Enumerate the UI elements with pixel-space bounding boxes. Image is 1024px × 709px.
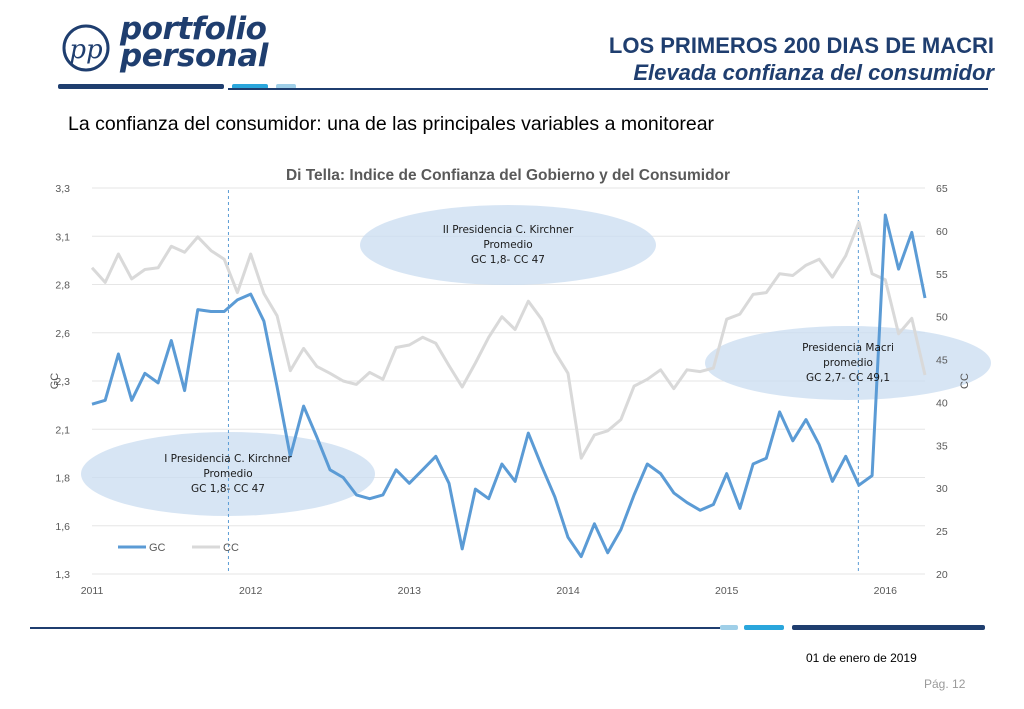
y-left-tick-label: 3,1 xyxy=(55,231,70,243)
annotation-ellipse xyxy=(705,326,991,400)
y-left-tick-label: 2,8 xyxy=(55,280,70,292)
x-tick-label: 2012 xyxy=(239,585,263,597)
company-logo: pp portfolio personal xyxy=(58,14,268,86)
header-bar-light xyxy=(276,84,296,89)
annotation-text: GC 1,8- CC 47 xyxy=(191,483,265,495)
x-tick-label: 2011 xyxy=(81,585,104,597)
logo-monogram: pp xyxy=(69,35,103,65)
y-right-tick-label: 35 xyxy=(936,440,948,452)
y-left-tick-label: 2,3 xyxy=(55,376,70,388)
pp-monogram-icon: pp xyxy=(62,24,110,72)
y-left-tick-label: 1,3 xyxy=(55,569,70,581)
y-right-tick-label: 65 xyxy=(936,183,948,195)
y-left-tick-label: 1,8 xyxy=(55,473,70,485)
x-tick-label: 2016 xyxy=(874,585,898,597)
y-left-axis-label: GC xyxy=(49,373,61,390)
annotation-text: II Presidencia C. Kirchner xyxy=(443,224,574,236)
annotation-text: I Presidencia C. Kirchner xyxy=(164,453,292,465)
legend-label-cc: CC xyxy=(223,542,239,554)
x-tick-label: 2013 xyxy=(398,585,422,597)
series-cc-line xyxy=(90,220,927,460)
header-divider xyxy=(228,88,988,90)
page-title: LOS PRIMEROS 200 DIAS DE MACRI Elevada c… xyxy=(609,32,994,86)
y-left-tick-label: 2,1 xyxy=(55,424,70,436)
annotation-text: GC 1,8- CC 47 xyxy=(471,254,545,266)
logo-name-line2: personal xyxy=(120,38,268,74)
footer-bar-blue xyxy=(744,625,784,630)
y-right-tick-label: 45 xyxy=(936,355,948,367)
annotation-text: Promedio xyxy=(483,239,532,251)
confidence-chart: Di Tella: Indice de Confianza del Gobier… xyxy=(49,167,991,597)
header-bar-blue xyxy=(232,84,268,89)
date-label: 01 de enero de 2019 xyxy=(806,651,917,665)
y-right-tick-label: 40 xyxy=(936,397,948,409)
annotation-text: Presidencia Macri xyxy=(802,342,894,354)
x-tick-label: 2015 xyxy=(715,585,739,597)
legend-label-gc: GC xyxy=(149,542,166,554)
y-right-tick-label: 30 xyxy=(936,483,948,495)
footer-bar-light xyxy=(720,625,738,630)
y-right-tick-label: 55 xyxy=(936,269,948,281)
header-bar-navy xyxy=(58,84,224,89)
y-left-tick-label: 1,6 xyxy=(55,521,70,533)
annotation-text: GC 2,7- CC 49,1 xyxy=(806,372,890,384)
series-gc-line xyxy=(91,213,927,559)
chart-title: Di Tella: Indice de Confianza del Gobier… xyxy=(286,167,730,184)
x-tick-label: 2014 xyxy=(556,585,580,597)
annotation-text: promedio xyxy=(823,357,873,369)
y-right-tick-label: 25 xyxy=(936,526,948,538)
headline: La confianza del consumidor: una de las … xyxy=(68,113,715,135)
page-number: Pág. 12 xyxy=(924,677,966,691)
y-right-tick-label: 20 xyxy=(936,569,948,581)
y-left-tick-label: 2,6 xyxy=(55,328,70,340)
annotation-text: Promedio xyxy=(203,468,252,480)
subtitle-line: Elevada confianza del consumidor xyxy=(633,60,994,85)
y-right-tick-label: 50 xyxy=(936,312,948,324)
footer-divider xyxy=(30,627,720,629)
logo-name-line1: portfolio xyxy=(120,11,267,47)
y-right-tick-label: 60 xyxy=(936,226,948,238)
annotation-ellipse xyxy=(360,205,656,285)
y-right-axis-label: CC xyxy=(959,373,971,389)
footer-bar-navy xyxy=(792,625,985,630)
y-left-tick-label: 3,3 xyxy=(55,183,70,195)
title-line: LOS PRIMEROS 200 DIAS DE MACRI xyxy=(608,33,994,58)
